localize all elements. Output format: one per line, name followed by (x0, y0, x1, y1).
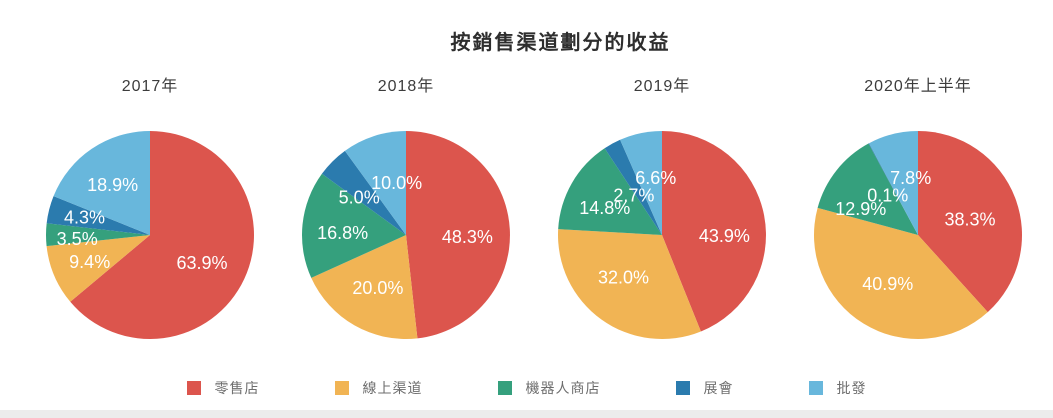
pie-slice (45, 223, 150, 247)
slice-label: 10.0% (371, 173, 422, 193)
pie-slice (558, 229, 701, 339)
pie-slice (406, 131, 510, 339)
slice-label: 40.9% (862, 274, 913, 294)
pie-slice (70, 131, 254, 339)
pie-slice (918, 131, 1022, 313)
legend-swatch-exhibition (675, 381, 690, 395)
slice-label: 7.8% (890, 168, 931, 188)
slice-label: 16.8% (317, 223, 368, 243)
pie-subtitle-2017: 2017年 (121, 78, 179, 95)
pie-chart-2019: 2019年 43.9% 32.0% 14.8% 2.7% 6.6% (534, 76, 790, 341)
pie-slice (53, 131, 150, 235)
pie-subtitle-2018: 2018年 (377, 78, 435, 95)
slice-label: 5.0% (339, 188, 380, 208)
legend-label-wholesale: 批發 (836, 380, 867, 396)
pie-canvas-2019: 43.9% 32.0% 14.8% 2.7% 6.6% (556, 129, 768, 341)
pie-slice (868, 143, 918, 235)
legend-item-online-channel: 線上渠道 (334, 378, 423, 398)
pie-slice (344, 131, 406, 235)
slice-label: 0.1% (867, 186, 908, 206)
pies-row: 2017年 63.9% 9.4% 3.5% 4.3% 18.9% 2018年 48.3%… (22, 76, 1046, 341)
slice-label: 6.6% (635, 168, 676, 188)
legend-label-retail-store: 零售店 (214, 380, 260, 396)
pie-slice (301, 173, 406, 278)
pie-canvas-2020h1: 38.3% 40.9% 12.9% 0.1% 7.8% (812, 129, 1024, 341)
legend-swatch-robot-store (497, 381, 512, 395)
pie-chart-2017: 2017年 63.9% 9.4% 3.5% 4.3% 18.9% (22, 76, 278, 341)
pie-canvas-2018: 48.3% 20.0% 16.8% 5.0% 10.0% (300, 129, 512, 341)
pie-slice (558, 148, 662, 235)
pie-slice (46, 196, 150, 235)
pie-slice (321, 150, 406, 235)
legend-item-robot-store: 機器人商店 (497, 378, 601, 398)
pie-slice (604, 139, 662, 235)
pie-slice (46, 235, 151, 302)
pie-slice (869, 131, 918, 235)
slice-label: 4.3% (64, 207, 105, 227)
pie-slice (311, 235, 418, 339)
slice-label: 14.8% (579, 198, 630, 218)
pie-slice (662, 131, 766, 332)
slice-label: 2.7% (613, 186, 654, 206)
legend-label-online-channel: 線上渠道 (362, 380, 423, 396)
slice-label: 20.0% (352, 278, 403, 298)
chart-title: 按銷售渠道劃分的收益 (450, 32, 671, 54)
pie-canvas-2017: 63.9% 9.4% 3.5% 4.3% 18.9% (44, 129, 256, 341)
pie-subtitle-2019: 2019年 (633, 78, 691, 95)
slice-label: 38.3% (944, 209, 995, 229)
legend-swatch-wholesale (808, 381, 823, 395)
pie-slice (620, 131, 662, 235)
slice-label: 32.0% (598, 268, 649, 288)
pie-slice (817, 143, 918, 235)
slice-label: 3.5% (57, 229, 98, 249)
slice-label: 9.4% (69, 252, 110, 272)
slice-label: 18.9% (87, 175, 138, 195)
slice-label: 12.9% (835, 199, 886, 219)
legend-label-robot-store: 機器人商店 (525, 380, 601, 396)
chart-legend: 零售店 線上渠道 機器人商店 展會 批發 (0, 378, 1053, 398)
pie-subtitle-2020h1: 2020年上半年 (864, 78, 972, 95)
legend-item-wholesale: 批發 (808, 378, 867, 398)
pie-slice (813, 207, 988, 339)
legend-label-exhibition: 展會 (703, 380, 734, 396)
legend-swatch-online-channel (334, 381, 349, 395)
pie-chart-2018: 2018年 48.3% 20.0% 16.8% 5.0% 10.0% (278, 76, 534, 341)
legend-item-exhibition: 展會 (675, 378, 734, 398)
slice-label: 43.9% (699, 226, 750, 246)
pie-chart-2020h1: 2020年上半年 38.3% 40.9% 12.9% 0.1% 7.8% (790, 76, 1046, 341)
bottom-strip (0, 410, 1053, 418)
legend-swatch-retail-store (186, 381, 201, 395)
legend-item-retail-store: 零售店 (186, 378, 260, 398)
slice-label: 63.9% (176, 253, 227, 273)
slice-label: 48.3% (442, 227, 493, 247)
